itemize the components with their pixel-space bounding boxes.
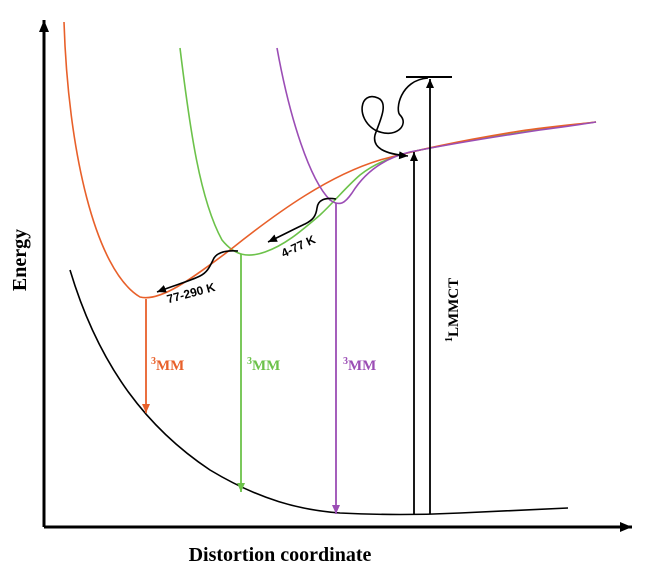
relaxation-squiggle-top [361, 77, 429, 160]
y-axis-label: Energy [9, 229, 31, 291]
lmmct-label: 1LMMCT [444, 278, 462, 342]
relaxation-squiggle-4-77 [267, 197, 337, 243]
temperature-label-77-290: 77-290 K [165, 280, 217, 306]
relaxation-squiggle-77-290 [156, 249, 239, 293]
mm-label-purple: 3MM [343, 356, 376, 374]
x-axis-label: Distortion coordinate [189, 544, 372, 566]
mm-label-orange: 3MM [151, 356, 184, 374]
ground-state-curve [69, 269, 569, 516]
temperature-label-4-77: 4-77 K [279, 232, 318, 260]
purple-state-curve [276, 47, 597, 205]
orange-state-curve [63, 21, 597, 299]
mm-label-green: 3MM [247, 356, 280, 374]
